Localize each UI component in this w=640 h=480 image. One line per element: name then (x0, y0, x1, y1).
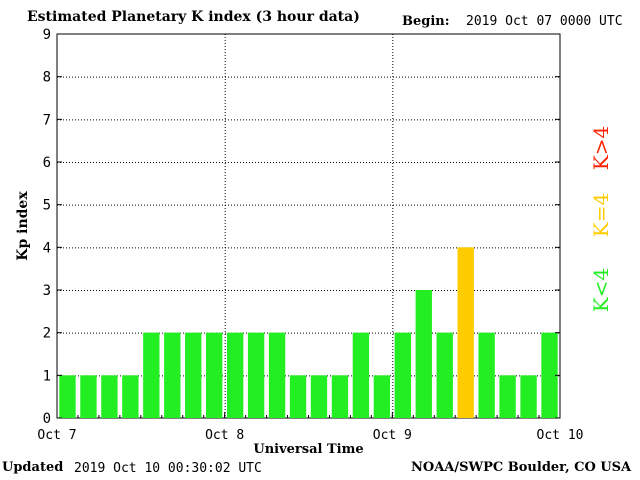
updated-value: 2019 Oct 10 00:30:02 UTC (74, 461, 262, 476)
kp-bar (122, 375, 139, 418)
chart-title: Estimated Planetary K index (3 hour data… (27, 9, 360, 25)
x-tick-label: Oct 10 (537, 428, 584, 443)
x-tick-label: Oct 9 (373, 428, 412, 443)
y-tick-label: 1 (43, 368, 51, 384)
kp-bar (478, 332, 495, 418)
y-tick-label: 8 (43, 70, 51, 86)
kp-bar (164, 332, 181, 418)
credit-text: NOAA/SWPC Boulder, CO USA (411, 460, 632, 475)
begin-value: 2019 Oct 07 0000 UTC (466, 14, 623, 29)
y-tick-label: 3 (43, 283, 51, 299)
kp-bar (352, 332, 370, 418)
kp-bar (457, 247, 474, 418)
kp-bar (520, 375, 537, 418)
legend-entry: K>4 (589, 126, 613, 170)
kp-bar (331, 375, 349, 418)
y-tick-label: 7 (43, 112, 51, 128)
kp-bar (59, 375, 76, 418)
kp-bar (373, 375, 391, 418)
kp-bar (101, 375, 118, 418)
kp-bar (143, 332, 160, 418)
legend-entry: K=4 (589, 193, 613, 237)
kp-bar (226, 332, 244, 418)
begin-label: Begin: (402, 14, 450, 29)
y-tick-label: 4 (43, 240, 51, 256)
x-tick-label: Oct 8 (205, 428, 244, 443)
legend-entry: K<4 (589, 268, 613, 312)
x-tick-label: Oct 7 (37, 428, 76, 443)
y-axis-label: Kp index (15, 191, 31, 261)
kp-bar (415, 290, 432, 418)
kp-bar (499, 375, 516, 418)
x-axis-label: Universal Time (253, 442, 363, 457)
kp-bar (185, 332, 202, 418)
y-tick-label: 5 (43, 198, 51, 214)
y-tick-label: 9 (43, 27, 51, 43)
kp-bar (206, 332, 223, 418)
y-tick-label: 0 (43, 411, 51, 427)
kp-bar (541, 332, 558, 418)
y-tick-label: 6 (43, 155, 51, 171)
kp-bar (310, 375, 328, 418)
kp-bar (268, 332, 286, 418)
y-tick-label: 2 (43, 326, 51, 342)
kp-bar (394, 332, 411, 418)
kp-bar (80, 375, 97, 418)
kp-bar (289, 375, 307, 418)
kp-bar (247, 332, 265, 418)
updated-label: Updated (2, 460, 64, 475)
kp-bar (436, 332, 453, 418)
